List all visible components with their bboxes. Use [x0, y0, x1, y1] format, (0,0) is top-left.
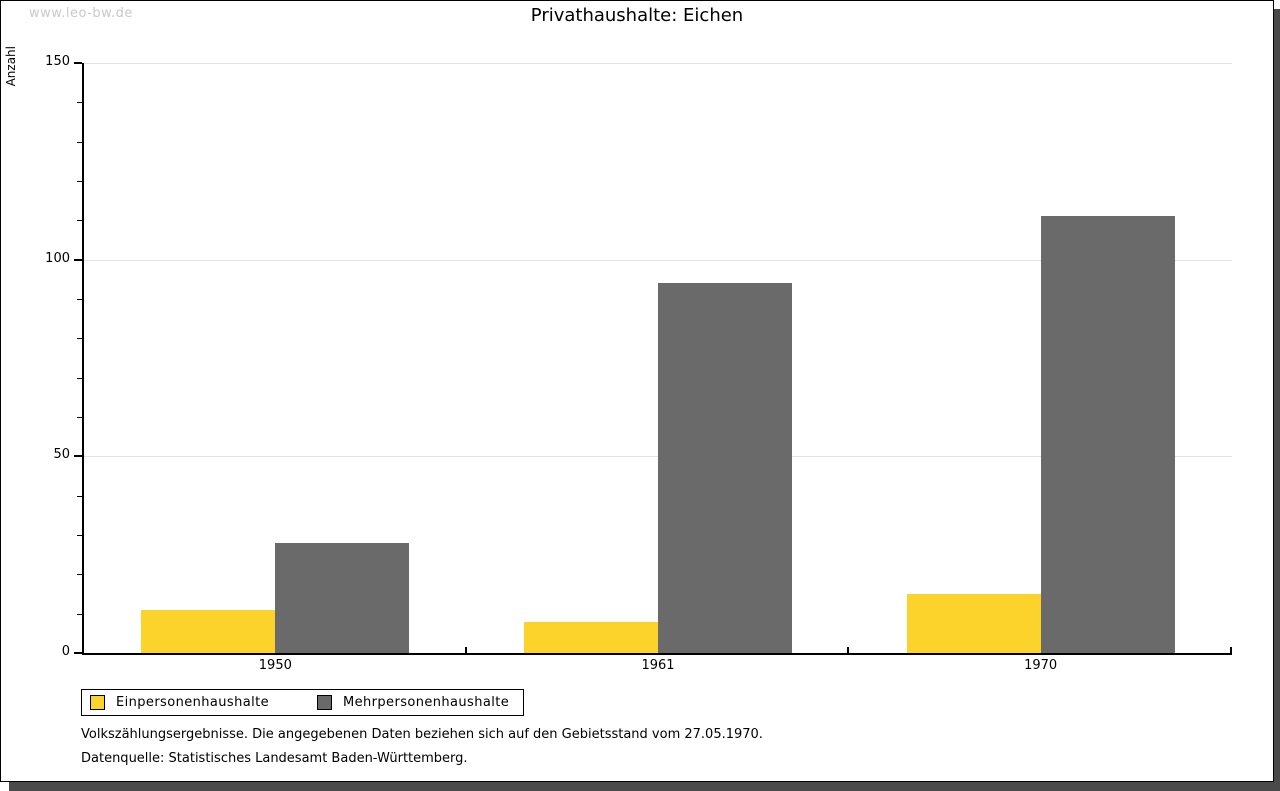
bar-1970-Einpersonenhaushalte — [906, 594, 1041, 653]
y-axis-minor-tick-140 — [77, 102, 82, 104]
chart-title: Privathaushalte: Eichen — [530, 5, 744, 26]
y-axis-minor-tick-70 — [77, 377, 82, 379]
plot-area: 0 50 100 150 1950 1961 1970 — [45, 54, 1232, 673]
footnote-census-info: Volkszählungsergebnisse. Die angegebenen… — [81, 727, 763, 742]
legend-label: Mehrpersonenhaushalte — [343, 695, 510, 710]
y-axis-major-tick-0 — [74, 652, 82, 654]
y-axis-minor-tick-90 — [77, 299, 82, 300]
x-axis-category-label-1950: 1950 — [258, 658, 292, 673]
x-axis-category-label-1961: 1961 — [641, 658, 675, 673]
y-axis-major-tick-50 — [74, 455, 82, 458]
y-axis-minor-tick-130 — [77, 141, 82, 143]
bar-1961-Einpersonenhaushalte — [524, 621, 658, 653]
gridline-y-100 — [84, 259, 1232, 261]
bar-1961-Mehrpersonenhaushalte — [658, 283, 792, 653]
legend-item-mehrpersonenhaushalte: Mehrpersonenhaushalte — [317, 695, 509, 710]
y-axis-minor-tick-60 — [77, 417, 82, 418]
bar-1970-Mehrpersonenhaushalte — [1040, 216, 1175, 653]
y-axis-major-tick-100 — [74, 258, 82, 261]
y-axis-tick-label-150: 150 — [45, 54, 70, 69]
legend-swatch-yellow — [90, 695, 105, 710]
y-axis-tick-label-0: 0 — [61, 644, 70, 659]
bar-1950-Mehrpersonenhaushalte — [275, 542, 410, 653]
legend-item-einpersonenhaushalte: Einpersonenhaushalte — [90, 695, 269, 710]
x-axis-boundary-tick-1 — [465, 647, 467, 653]
footnote-data-source: Datenquelle: Statistisches Landesamt Bad… — [81, 751, 468, 766]
legend-label: Einpersonenhaushalte — [116, 695, 269, 710]
x-axis-boundary-tick-3 — [1230, 647, 1232, 653]
legend-swatch-gray — [317, 695, 332, 710]
chart-legend: Einpersonenhaushalte Mehrpersonenhaushal… — [81, 689, 525, 716]
y-axis-minor-tick-110 — [77, 220, 82, 222]
x-axis-category-label-1970: 1970 — [1024, 658, 1058, 673]
y-axis-minor-tick-40 — [77, 495, 82, 497]
y-axis-minor-tick-20 — [77, 574, 82, 576]
y-axis-minor-tick-10 — [77, 613, 82, 615]
bar-1950-Einpersonenhaushalte — [141, 609, 276, 653]
y-axis-tick-label-100: 100 — [45, 250, 70, 266]
watermark-leo-bw: www.leo-bw.de — [29, 6, 133, 21]
gridline-y-150 — [84, 63, 1232, 64]
y-axis-minor-tick-30 — [77, 535, 82, 536]
y-axis-minor-tick-120 — [77, 181, 82, 182]
y-axis-tick-label-50: 50 — [53, 447, 70, 463]
x-axis-boundary-tick-2 — [847, 647, 849, 653]
y-axis-major-tick-150 — [74, 62, 82, 64]
y-axis-minor-tick-80 — [77, 338, 82, 340]
y-axis-label: Anzahl — [4, 46, 18, 87]
